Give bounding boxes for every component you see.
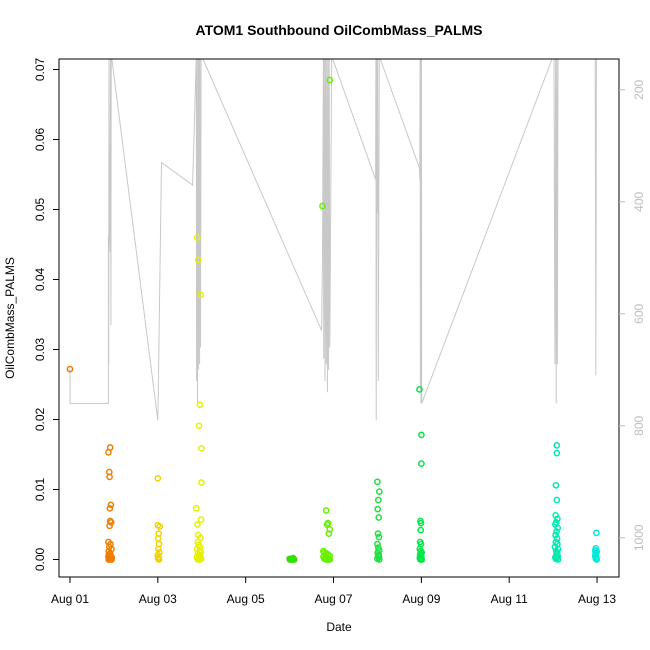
data-point [554,524,562,532]
data-point [106,505,114,512]
data-point [374,505,382,513]
data-point [107,501,115,509]
x-tick-label: Aug 01 [51,592,89,606]
data-point [374,540,381,548]
data-point [154,474,162,482]
y2-axis: 200 400 600 800 1000 [619,79,646,551]
data-point [554,556,562,563]
data-point [192,505,200,512]
data-point [417,556,424,563]
data-point [326,76,334,84]
y-tick-label: 0.00 [33,547,47,571]
x-tick-label: Aug 13 [578,592,616,606]
y-tick-label: 0.04 [33,267,47,291]
y-tick-label: 0.01 [33,477,47,501]
x-axis: Aug 01 Aug 03 Aug 05 Aug 07 Aug 09 Aug 11 Aug … [51,576,616,606]
data-point [105,449,112,456]
x-tick-label: Aug 07 [314,592,352,606]
data-point [195,422,203,430]
x-tick-label: Aug 05 [227,592,265,606]
data-point [325,530,333,537]
data-point [593,556,601,563]
data-point [326,526,334,533]
data-point [66,365,74,373]
y-tick-label: 0.06 [33,127,47,151]
data-point [375,514,383,521]
data-point [374,530,382,537]
data-point [106,473,113,481]
data-point [323,521,331,528]
data-point [319,202,326,210]
data-point [155,556,163,563]
data-point [417,526,425,534]
data-point [286,556,294,563]
data-point [593,529,600,537]
y-tick-label: 0.05 [33,197,47,221]
data-point [108,556,115,563]
data-point [106,522,113,530]
x-tick-label: Aug 03 [139,592,177,606]
data-point [552,531,559,539]
y2-tick-label: 400 [632,191,646,211]
points-layer [66,76,601,563]
y-tick-label: 0.02 [33,407,47,431]
data-point [197,516,205,523]
y-axis-label: OilCombMass_PALMS [3,257,17,379]
x-tick-label: Aug 11 [491,592,528,606]
data-point [418,460,425,467]
data-point [156,523,164,530]
data-point [554,515,561,523]
data-point [375,533,383,541]
data-point [375,488,383,495]
plot-frame [58,58,620,578]
data-point [375,556,383,563]
data-point [374,478,381,486]
y2-tick-label: 1000 [632,524,646,551]
y-tick-label: 0.03 [33,337,47,361]
data-point [198,479,205,486]
data-point [553,442,561,449]
pressure-line [69,59,597,421]
data-point [107,519,115,526]
data-point [374,496,382,504]
x-axis-label: Date [326,620,352,634]
y-axis: 0.00 0.01 0.02 0.03 0.04 0.05 0.06 0.07 [33,57,59,571]
data-point [196,556,204,563]
data-point [553,496,561,504]
y-tick-label: 0.07 [33,57,47,81]
data-point [193,234,201,241]
data-point [553,449,561,457]
data-point [198,444,205,452]
data-point [322,507,330,514]
data-point [553,528,560,535]
data-point [418,431,425,439]
x-tick-label: Aug 09 [402,592,440,606]
data-point [416,386,423,393]
data-point [552,481,560,489]
data-point [194,521,201,528]
data-point [289,556,297,563]
data-point [155,545,162,553]
pressure-track [69,59,597,421]
data-point [196,401,204,409]
chart-title: ATOM1 Southbound OilCombMass_PALMS [196,22,483,38]
y2-tick-label: 200 [632,79,646,99]
data-point [326,556,334,563]
y2-tick-label: 600 [632,303,646,323]
data-point [417,519,425,527]
y2-tick-label: 800 [632,415,646,435]
data-point [197,291,205,299]
data-point [194,256,202,264]
